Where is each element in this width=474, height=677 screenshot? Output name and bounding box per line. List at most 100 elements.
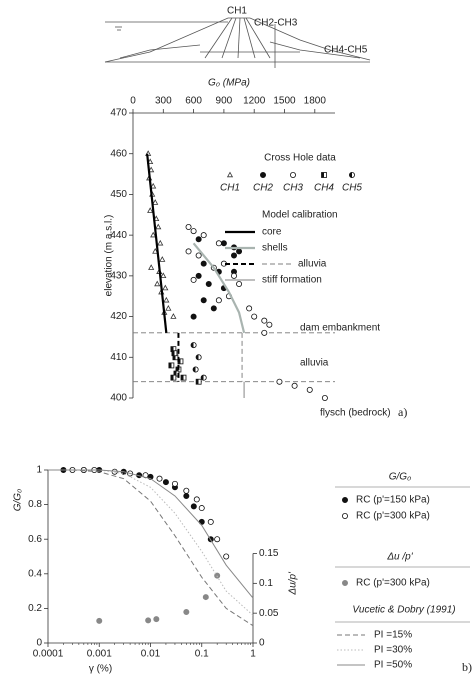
data-point [153, 616, 160, 623]
data-point [215, 297, 222, 304]
x-tick-label: 600 [185, 96, 202, 107]
y-tick-label: 0 [36, 638, 42, 649]
data-point [170, 313, 177, 319]
data-point [170, 374, 177, 381]
data-point [192, 366, 199, 373]
x-axis-label: G₀ (MPa) [208, 78, 250, 89]
data-point [154, 280, 161, 287]
data-point [195, 378, 202, 385]
data-point [160, 272, 167, 279]
x-tick-label: 1500 [273, 96, 296, 107]
data-point [200, 260, 207, 267]
data-point [230, 272, 237, 279]
x-tick-label: 1 [250, 649, 256, 660]
y-tick-label: 440 [110, 230, 127, 241]
y-axis-label: G/G₀ [13, 489, 24, 512]
data-point [162, 284, 169, 291]
y2-axis-label: Δu/p' [288, 571, 299, 596]
data-point [200, 297, 207, 304]
legend-marker [341, 580, 348, 587]
legend-title: Cross Hole data [264, 153, 336, 164]
y2-tick-label: 0 [259, 638, 265, 649]
data-point [200, 232, 207, 239]
x-tick-label: 0.1 [195, 649, 209, 660]
data-point [220, 240, 227, 247]
annotation: flysch (bedrock) [320, 408, 391, 419]
x-tick-label: 0 [130, 96, 136, 107]
legend-marker [289, 171, 296, 178]
diagram-label: CH1 [227, 6, 247, 17]
data-point [152, 247, 159, 254]
data-point [163, 296, 170, 303]
legend-label: PI =50% [374, 660, 412, 671]
data-point [185, 223, 192, 230]
data-point [190, 228, 197, 235]
data-point [200, 374, 207, 381]
legend-label: shells [262, 243, 288, 254]
data-point [266, 321, 273, 328]
x-tick-label: 300 [155, 96, 172, 107]
data-point [152, 199, 159, 205]
data-point [183, 487, 190, 494]
data-point [171, 480, 178, 487]
legend-marker [341, 496, 348, 503]
x-tick-label: 1800 [304, 96, 327, 107]
legend-marker [348, 171, 355, 178]
y-tick-label: 420 [110, 311, 127, 322]
data-point [156, 475, 163, 482]
panel-label: a) [398, 405, 407, 419]
diagram-label: CH4-CH5 [324, 45, 368, 56]
y-tick-label: 1 [36, 465, 42, 476]
y-tick-label: 0.2 [28, 603, 42, 614]
series-line [48, 469, 254, 599]
data-point [306, 386, 313, 393]
data-point [276, 378, 283, 385]
x-tick-label: 0.01 [141, 649, 161, 660]
legend-title: Δu /p' [386, 552, 413, 563]
data-point [198, 505, 205, 512]
y-tick-label: 0.6 [28, 534, 42, 545]
legend-label: core [262, 227, 282, 238]
data-point [157, 239, 164, 246]
data-point [165, 304, 172, 311]
data-point [190, 342, 197, 349]
data-point [183, 492, 190, 499]
annotation: dam embankment [300, 323, 380, 334]
data-point [195, 354, 202, 361]
data-point [190, 313, 197, 320]
legend-marker [226, 171, 234, 178]
data-point [195, 236, 202, 243]
legend-title: Model calibration [262, 210, 338, 221]
legend-label: stiff formation [262, 275, 322, 286]
data-point [205, 280, 212, 287]
data-point [171, 350, 178, 357]
legend-marker [259, 171, 266, 178]
x-tick-label: 0.001 [87, 649, 112, 660]
legend-label: CH2 [253, 183, 273, 194]
data-point [207, 518, 214, 525]
y-tick-label: 410 [110, 352, 127, 363]
y-tick-label: 0.4 [28, 568, 42, 579]
legend-label: CH5 [342, 183, 362, 194]
series-line [192, 242, 246, 334]
data-point [261, 317, 268, 324]
legend-label: RC (p'=300 kPa) [356, 511, 430, 522]
data-point [183, 608, 190, 615]
series-line [48, 469, 254, 627]
data-point [214, 536, 221, 543]
y2-tick-label: 0.05 [259, 608, 279, 619]
data-point [261, 329, 268, 336]
data-point [190, 276, 197, 283]
data-point [180, 374, 187, 381]
y-tick-label: 470 [110, 108, 127, 119]
data-point [145, 617, 152, 624]
dam-section [104, 17, 371, 68]
legend-marker [341, 513, 348, 520]
legend-marker [321, 172, 327, 178]
series-line [146, 153, 168, 333]
legend-label: PI =30% [374, 645, 412, 656]
data-point [236, 248, 243, 255]
data-point [202, 594, 209, 601]
y2-tick-label: 0.15 [259, 548, 279, 559]
